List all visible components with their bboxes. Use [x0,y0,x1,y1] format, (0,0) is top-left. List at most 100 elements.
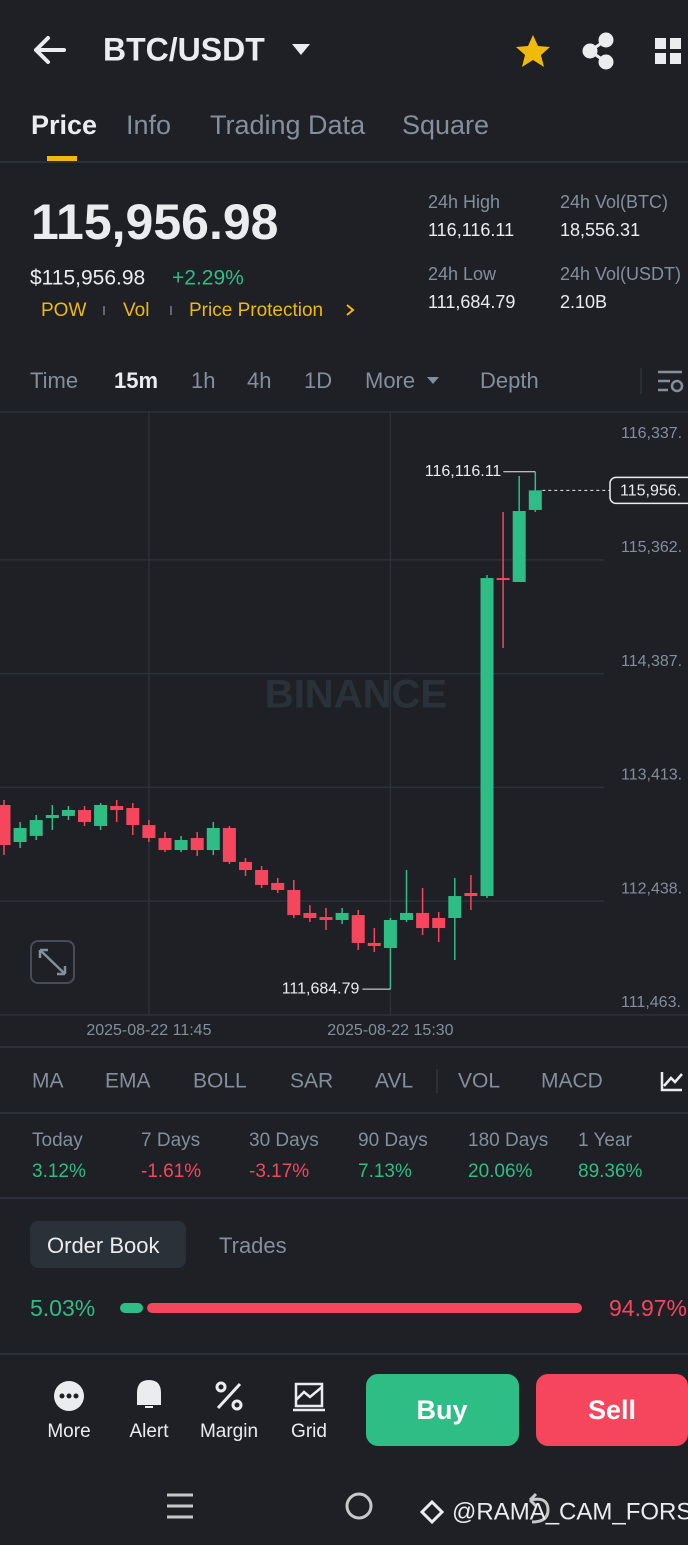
stats: 24h High 116,116.11 24h Vol(BTC) 18,556.31 2… [428,192,681,312]
favorite-icon[interactable] [516,35,550,67]
period-label: 30 Days [249,1130,319,1151]
indicator[interactable]: EMA [105,1070,151,1093]
interval[interactable]: 15m [114,368,158,393]
period-label: 1 Year [578,1130,633,1151]
candle-body [287,889,301,916]
candle-body [0,804,11,846]
candle-body [367,942,381,947]
action-labels: More Alert Margin Grid [47,1421,327,1442]
order-book-tab-bg [30,1221,186,1268]
tab-indicator [47,156,77,161]
interval-bar: Time 15m 1h 4h 1D More Depth [30,368,539,393]
bid-ratio-bar [120,1303,144,1313]
interval[interactable]: 1h [191,368,215,393]
alert-icon[interactable] [137,1379,161,1408]
high-label: 116,116.11 [425,463,502,480]
tag[interactable]: Price Protection [189,300,323,321]
tab[interactable]: Price [31,110,97,140]
candle-body [61,810,75,816]
current-price-label: 115,956. [620,483,681,500]
stat-label: 24h High [428,192,500,212]
period-change: 7.13% [358,1161,412,1182]
tag[interactable]: Vol [123,300,149,321]
trades-tab[interactable]: Trades [219,1233,287,1258]
candle-body [158,838,172,851]
chart-settings-icon[interactable] [658,370,684,393]
indicator[interactable]: BOLL [193,1070,247,1093]
period-label: Today [32,1130,83,1151]
candle-body [142,825,156,839]
indicator-bar: MA EMA BOLL SAR AVL VOL MACD [32,1070,603,1093]
tab[interactable]: Square [402,110,489,140]
candle-body [271,882,285,890]
sell-button[interactable] [536,1374,688,1446]
trade-button-label[interactable]: Buy [416,1395,467,1425]
action-label[interactable]: Margin [200,1421,258,1442]
interval[interactable]: 4h [247,368,271,393]
stat-value: 2.10B [560,292,607,312]
layout-icon[interactable] [655,38,681,64]
candle-body [416,912,430,929]
stat-label: 24h Vol(USDT) [560,264,681,284]
watermark-logo [419,1499,445,1525]
candle-body [94,804,108,826]
candlestick-chart: BINANCE 116,337. 115,362. 114,387. 113,413. 1… [0,412,688,1039]
candle-body [222,827,236,862]
margin-icon[interactable] [215,1381,243,1411]
performance-row: Today 3.12% 7 Days -1.61% 30 Days -3.17% 90 Da… [32,1130,643,1182]
share-icon[interactable] [582,32,614,70]
candle-body [432,917,446,929]
buy-button[interactable] [366,1374,519,1446]
interval[interactable]: Time [30,368,78,393]
period-change: 89.36% [578,1161,643,1182]
action-label[interactable]: Grid [291,1421,327,1442]
candle-body [206,827,220,851]
indicator[interactable]: VOL [458,1070,500,1093]
recent-apps-button[interactable] [167,1493,193,1519]
candle-body [239,861,252,871]
candle-body [319,917,333,920]
candle-body [335,912,349,920]
interval[interactable]: More [365,368,415,393]
home-button[interactable] [345,1492,373,1520]
trade-button-labels: Buy Sell [416,1395,636,1425]
grid-icon[interactable] [293,1382,325,1412]
indicator[interactable]: SAR [290,1070,333,1093]
chart-watermark: BINANCE [265,673,447,717]
back-button[interactable] [34,36,66,64]
y-tick-label: 114,387. [621,653,682,670]
interval[interactable]: Depth [480,368,539,393]
back-nav-button[interactable] [528,1492,550,1524]
last-price: 115,956.98 [31,194,279,250]
action-label[interactable]: Alert [129,1421,169,1442]
tab[interactable]: Trading Data [210,110,366,140]
candle-body [400,912,413,920]
tab[interactable]: Info [126,110,171,140]
indicator[interactable]: AVL [375,1070,413,1093]
period-change: -3.17% [249,1161,309,1182]
trade-button-label[interactable]: Sell [588,1395,636,1425]
action-label[interactable]: More [47,1421,90,1442]
interval[interactable]: 1D [304,368,332,393]
stat-label: 24h Vol(BTC) [560,192,668,212]
pair-title[interactable]: BTC/USDT [103,31,265,67]
tag[interactable]: POW [41,300,86,321]
indicator-settings-icon[interactable] [660,1072,683,1092]
y-tick-label: 115,362. [621,539,682,556]
period-label: 180 Days [468,1130,548,1151]
indicator[interactable]: MA [32,1070,64,1093]
chevron[interactable] [346,304,355,316]
more-caret[interactable] [427,377,439,384]
x-tick-label: 2025-08-22 11:45 [86,1022,211,1039]
y-tick-label: 112,438. [621,880,682,897]
period-change: 20.06% [468,1161,533,1182]
candle-body [464,893,478,897]
indicator[interactable]: MACD [541,1070,603,1093]
expand-button[interactable] [30,940,75,984]
pair-dropdown[interactable] [292,44,310,55]
order-book-tab[interactable]: Order Book [47,1233,160,1258]
candle-body [528,490,542,510]
